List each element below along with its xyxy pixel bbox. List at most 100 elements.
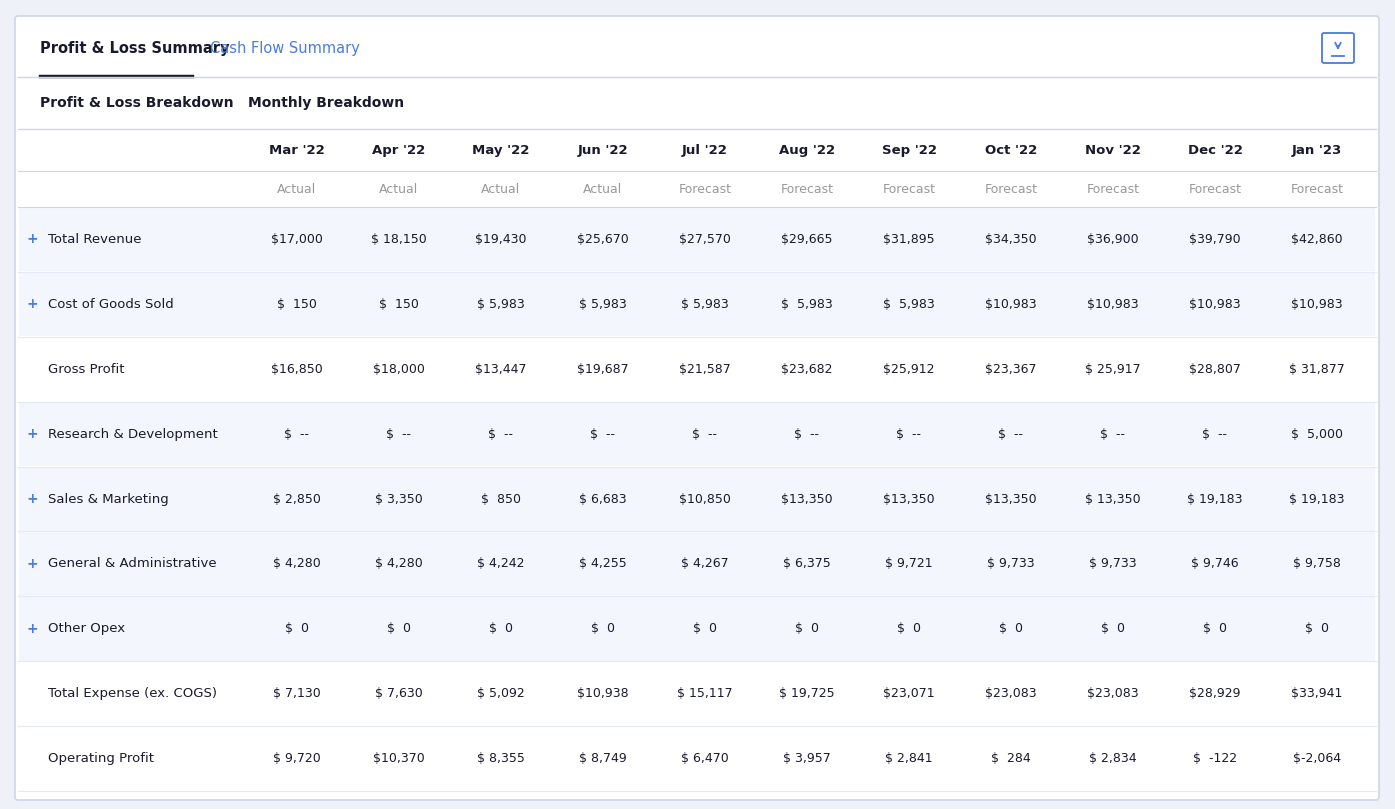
Text: Profit & Loss Summary: Profit & Loss Summary	[40, 40, 230, 56]
Text: $ 7,130: $ 7,130	[273, 687, 321, 700]
Text: $42,860: $42,860	[1292, 233, 1343, 246]
Text: $ 5,983: $ 5,983	[477, 298, 525, 311]
Text: $25,912: $25,912	[883, 362, 935, 375]
Text: Actual: Actual	[379, 183, 418, 196]
Text: $ 6,470: $ 6,470	[681, 752, 728, 765]
Text: $ 4,280: $ 4,280	[273, 557, 321, 570]
Bar	[20, 532, 1375, 596]
Text: Forecast: Forecast	[1290, 183, 1343, 196]
Text: Sales & Marketing: Sales & Marketing	[47, 493, 169, 506]
Text: $  0: $ 0	[1202, 622, 1228, 635]
Text: $33,941: $33,941	[1292, 687, 1342, 700]
Text: $  5,983: $ 5,983	[883, 298, 935, 311]
Text: +: +	[27, 232, 38, 247]
Text: $ 19,183: $ 19,183	[1187, 493, 1243, 506]
Text: +: +	[27, 557, 38, 571]
FancyBboxPatch shape	[1322, 33, 1355, 63]
Text: Total Expense (ex. COGS): Total Expense (ex. COGS)	[47, 687, 218, 700]
Text: Oct '22: Oct '22	[985, 143, 1036, 156]
Text: Research & Development: Research & Development	[47, 428, 218, 441]
Text: $ 8,749: $ 8,749	[579, 752, 626, 765]
Text: $  --: $ --	[488, 428, 513, 441]
Text: $13,350: $13,350	[985, 493, 1036, 506]
Text: $  0: $ 0	[285, 622, 310, 635]
Text: $ 9,746: $ 9,746	[1191, 557, 1239, 570]
Text: $  0: $ 0	[591, 622, 615, 635]
Text: $18,000: $18,000	[372, 362, 425, 375]
Text: Jul '22: Jul '22	[682, 143, 728, 156]
Text: $  0: $ 0	[1101, 622, 1124, 635]
Text: +: +	[27, 622, 38, 636]
Bar	[20, 402, 1375, 466]
Text: Forecast: Forecast	[883, 183, 936, 196]
Text: Sep '22: Sep '22	[882, 143, 936, 156]
Text: $39,790: $39,790	[1189, 233, 1240, 246]
Bar	[20, 597, 1375, 661]
Text: $ 31,877: $ 31,877	[1289, 362, 1345, 375]
Text: Forecast: Forecast	[1087, 183, 1140, 196]
Bar	[20, 207, 1375, 271]
Text: $17,000: $17,000	[271, 233, 322, 246]
Text: $31,895: $31,895	[883, 233, 935, 246]
Text: $  0: $ 0	[999, 622, 1023, 635]
Text: $  --: $ --	[386, 428, 412, 441]
Text: $  284: $ 284	[990, 752, 1031, 765]
Text: $  0: $ 0	[1304, 622, 1329, 635]
Bar	[20, 467, 1375, 531]
Text: $ 9,758: $ 9,758	[1293, 557, 1341, 570]
Text: $29,665: $29,665	[781, 233, 833, 246]
Text: Actual: Actual	[583, 183, 622, 196]
Text: Mar '22: Mar '22	[269, 143, 325, 156]
Text: $19,430: $19,430	[476, 233, 527, 246]
Text: Monthly Breakdown: Monthly Breakdown	[248, 96, 405, 110]
Text: $ 7,630: $ 7,630	[375, 687, 423, 700]
Text: $  -122: $ -122	[1193, 752, 1237, 765]
Text: $  0: $ 0	[693, 622, 717, 635]
Text: Jun '22: Jun '22	[578, 143, 628, 156]
Text: $  0: $ 0	[490, 622, 513, 635]
Text: Operating Profit: Operating Profit	[47, 752, 153, 765]
Text: $28,929: $28,929	[1190, 687, 1240, 700]
Text: $10,938: $10,938	[578, 687, 629, 700]
Text: $23,682: $23,682	[781, 362, 833, 375]
Text: Forecast: Forecast	[985, 183, 1038, 196]
Text: $ 9,733: $ 9,733	[988, 557, 1035, 570]
Text: $ 18,150: $ 18,150	[371, 233, 427, 246]
Text: $  --: $ --	[1101, 428, 1126, 441]
Text: +: +	[27, 298, 38, 311]
Text: $34,350: $34,350	[985, 233, 1036, 246]
Text: $  --: $ --	[897, 428, 922, 441]
Text: May '22: May '22	[473, 143, 530, 156]
Text: $10,983: $10,983	[985, 298, 1036, 311]
Text: Nov '22: Nov '22	[1085, 143, 1141, 156]
Text: Profit & Loss Breakdown: Profit & Loss Breakdown	[40, 96, 233, 110]
Text: $ 25,917: $ 25,917	[1085, 362, 1141, 375]
Text: $  5,000: $ 5,000	[1290, 428, 1343, 441]
Text: $  --: $ --	[692, 428, 717, 441]
Text: $27,570: $27,570	[679, 233, 731, 246]
Text: $ 5,092: $ 5,092	[477, 687, 525, 700]
Text: $ 15,117: $ 15,117	[677, 687, 732, 700]
Text: Forecast: Forecast	[1189, 183, 1242, 196]
Text: $28,807: $28,807	[1189, 362, 1242, 375]
Text: Apr '22: Apr '22	[372, 143, 425, 156]
Text: $13,447: $13,447	[476, 362, 527, 375]
Text: $10,983: $10,983	[1292, 298, 1343, 311]
Text: $ 5,983: $ 5,983	[579, 298, 626, 311]
Text: $ 4,280: $ 4,280	[375, 557, 423, 570]
Text: Dec '22: Dec '22	[1187, 143, 1243, 156]
Text: General & Administrative: General & Administrative	[47, 557, 216, 570]
Text: $10,983: $10,983	[1087, 298, 1138, 311]
Text: Actual: Actual	[278, 183, 317, 196]
Text: $  0: $ 0	[386, 622, 412, 635]
Text: $23,083: $23,083	[985, 687, 1036, 700]
Text: $  5,983: $ 5,983	[781, 298, 833, 311]
FancyBboxPatch shape	[15, 16, 1380, 800]
Text: $ 13,350: $ 13,350	[1085, 493, 1141, 506]
Text: Jan '23: Jan '23	[1292, 143, 1342, 156]
Text: $  0: $ 0	[897, 622, 921, 635]
Text: $10,983: $10,983	[1189, 298, 1240, 311]
Text: $ 4,242: $ 4,242	[477, 557, 525, 570]
Text: $19,687: $19,687	[578, 362, 629, 375]
Text: $ 6,683: $ 6,683	[579, 493, 626, 506]
